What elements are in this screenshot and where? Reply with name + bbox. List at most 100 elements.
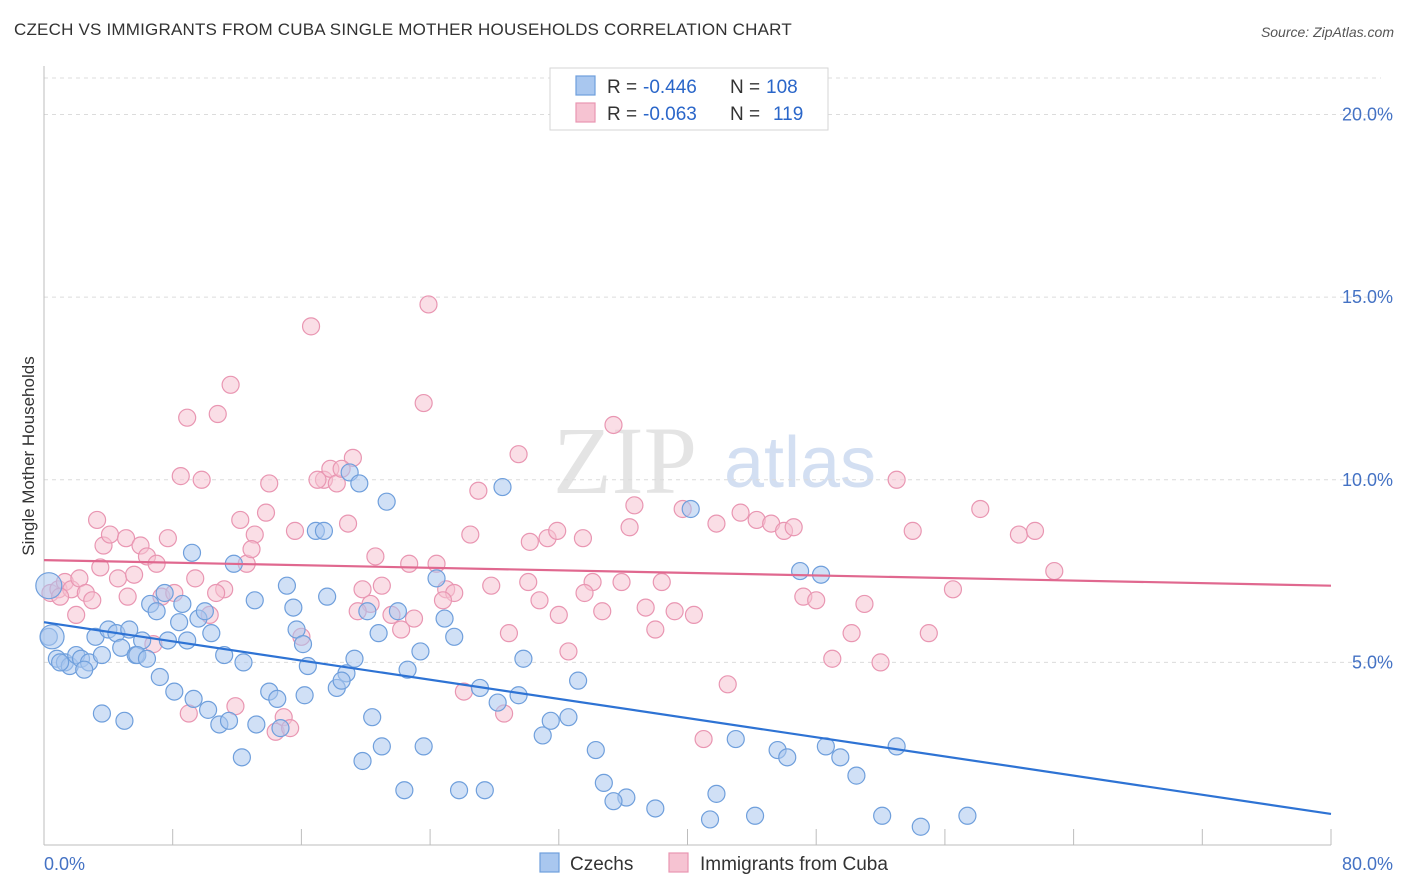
point-cuba xyxy=(646,620,665,639)
point-cuba xyxy=(461,525,480,544)
point-cuba xyxy=(718,675,737,694)
point-cuba xyxy=(338,514,358,533)
point-cuba xyxy=(100,525,120,544)
point-czechs xyxy=(314,521,334,540)
point-cuba xyxy=(625,496,644,515)
point-cuba xyxy=(665,602,684,621)
point-czechs xyxy=(219,711,239,730)
point-cuba xyxy=(87,510,107,530)
x-tick-label: 80.0% xyxy=(1342,854,1393,874)
point-cuba xyxy=(871,653,890,672)
point-czechs xyxy=(271,719,290,738)
point-czechs xyxy=(358,602,377,621)
point-czechs xyxy=(232,748,251,767)
point-cuba xyxy=(301,317,321,336)
point-cuba xyxy=(192,470,211,489)
point-czechs xyxy=(509,686,528,705)
point-czechs xyxy=(681,499,700,519)
point-czechs xyxy=(202,624,221,643)
y-axis-title: Single Mother Households xyxy=(19,356,38,555)
point-cuba xyxy=(469,481,488,500)
point-czechs xyxy=(184,689,203,709)
point-cuba xyxy=(91,558,110,577)
legend-n-value-czechs: 108 xyxy=(766,77,798,98)
point-czechs xyxy=(414,737,433,756)
legend-r-value-czechs: -0.446 xyxy=(643,77,697,98)
point-cuba xyxy=(971,499,990,519)
point-cuba xyxy=(372,576,391,595)
point-czechs xyxy=(295,686,314,705)
point-czechs xyxy=(363,708,382,727)
point-czechs xyxy=(215,645,234,665)
point-cuba xyxy=(652,572,671,592)
point-cuba xyxy=(731,503,750,522)
point-czechs xyxy=(173,594,192,614)
point-cuba xyxy=(573,529,593,548)
watermark-zip: ZIP xyxy=(553,407,697,514)
point-czechs-large xyxy=(35,572,63,600)
point-cuba xyxy=(707,514,726,533)
y-tick-label: 20.0% xyxy=(1342,105,1393,125)
point-czechs xyxy=(847,766,866,785)
point-czechs xyxy=(646,799,665,818)
y-tick-label: 10.0% xyxy=(1342,470,1393,490)
point-czechs xyxy=(150,667,169,687)
legend: R = -0.446 N = 108 R = -0.063 N = 119 xyxy=(549,67,829,131)
point-cuba xyxy=(1009,525,1029,544)
point-cuba xyxy=(593,602,612,621)
point-czechs xyxy=(726,729,745,749)
point-cuba xyxy=(482,576,501,595)
point-czechs xyxy=(604,792,623,811)
point-czechs xyxy=(369,624,388,643)
point-cuba xyxy=(178,408,197,427)
bottom-legend-label-cuba: Immigrants from Cuba xyxy=(700,854,888,875)
point-cuba xyxy=(520,532,539,551)
point-cuba xyxy=(575,583,594,603)
point-czechs xyxy=(569,671,588,690)
point-czechs xyxy=(147,602,166,621)
y-tick-label: 15.0% xyxy=(1342,287,1393,307)
point-czechs xyxy=(92,704,112,723)
point-czechs xyxy=(165,682,184,701)
x-tick-label: 0.0% xyxy=(44,854,85,874)
point-czechs xyxy=(50,653,70,672)
y-tick-labels: 5.0% 10.0% 15.0% 20.0% xyxy=(1342,105,1393,673)
point-czechs xyxy=(449,781,469,800)
point-cuba xyxy=(366,547,385,566)
bottom-legend: Czechs Immigrants from Cuba xyxy=(539,852,888,875)
legend-r-label-cuba: R = xyxy=(607,104,637,125)
point-cuba xyxy=(147,554,166,573)
bottom-legend-swatch-czechs xyxy=(539,852,560,873)
point-czechs xyxy=(475,781,494,800)
point-czechs xyxy=(911,817,930,836)
legend-swatch-czechs xyxy=(575,75,596,96)
gridlines xyxy=(44,77,1381,663)
legend-r-value-cuba: -0.063 xyxy=(643,104,697,125)
point-cuba xyxy=(208,404,227,424)
point-czechs xyxy=(293,635,313,654)
point-cuba xyxy=(612,572,631,592)
trend-line-cuba xyxy=(43,559,1332,587)
point-czechs xyxy=(887,737,906,756)
point-czechs xyxy=(707,784,726,803)
point-czechs xyxy=(332,671,351,690)
point-cuba xyxy=(256,503,276,522)
point-czechs xyxy=(541,711,560,730)
point-czechs xyxy=(277,576,297,595)
point-cuba xyxy=(207,583,226,603)
point-czechs xyxy=(791,561,810,581)
point-czechs xyxy=(178,631,197,650)
series-czechs-points xyxy=(35,463,977,836)
point-cuba xyxy=(108,569,128,588)
point-czechs xyxy=(411,642,430,661)
point-cuba xyxy=(549,605,568,625)
point-cuba xyxy=(404,609,424,628)
point-cuba xyxy=(158,529,177,548)
point-cuba xyxy=(1025,521,1045,540)
point-czechs xyxy=(115,711,134,730)
point-czechs xyxy=(350,474,369,493)
bottom-legend-swatch-cuba xyxy=(668,852,689,873)
point-czechs xyxy=(700,810,720,829)
point-cuba xyxy=(842,624,861,643)
point-czechs xyxy=(427,569,446,588)
